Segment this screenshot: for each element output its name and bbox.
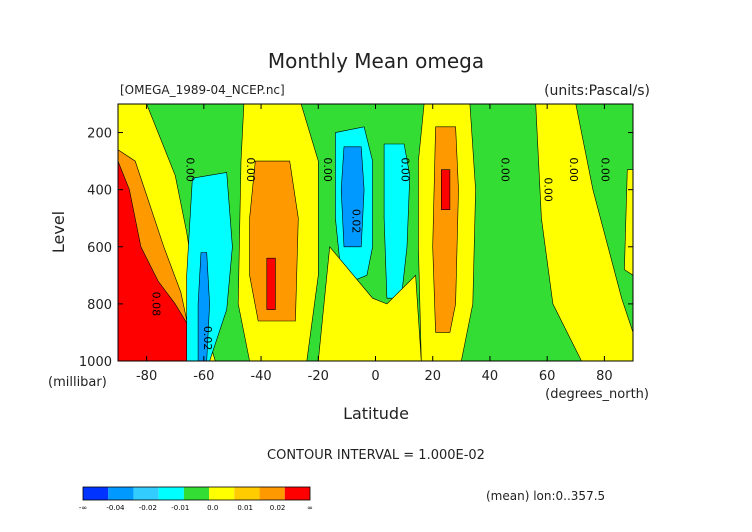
x-tick-label: -20 bbox=[308, 369, 329, 384]
contour-label: 0.00 bbox=[244, 157, 257, 182]
y-tick-label: 400 bbox=[87, 184, 112, 199]
x-axis-ticks: -80 -60 -40 -20 0 20 40 60 80 bbox=[136, 104, 613, 384]
y-axis-label: Level bbox=[49, 211, 68, 253]
colorbar-frame bbox=[82, 486, 311, 501]
x-tick-label: -80 bbox=[136, 369, 157, 384]
colorbar-swatch bbox=[108, 487, 134, 500]
colorbar-swatch bbox=[158, 487, 184, 500]
chart-title: Monthly Mean omega bbox=[268, 49, 484, 73]
colorbar-swatch bbox=[209, 487, 235, 500]
contour-label: 0.00 bbox=[398, 157, 411, 182]
contour-label: 0.00 bbox=[567, 157, 580, 182]
colorbar: -∞ -0.04 -0.02 -0.01 0.0 0.01 0.02 ∞ bbox=[79, 486, 313, 512]
colorbar-tick-label: -∞ bbox=[79, 504, 87, 512]
contour-label: 0.08 bbox=[149, 292, 162, 317]
x-tick-label: 0 bbox=[371, 369, 379, 384]
contour-label: 0.00 bbox=[541, 177, 554, 202]
x-axis-label: Latitude bbox=[343, 404, 409, 423]
colorbar-tick-label: -0.01 bbox=[171, 504, 189, 512]
region-orange-40s bbox=[249, 160, 299, 322]
region-cyan-equator-north bbox=[383, 143, 411, 299]
contour-label: 0.02 bbox=[201, 326, 214, 351]
region-red-20n bbox=[440, 169, 451, 210]
x-tick-label: -60 bbox=[193, 369, 214, 384]
colorbar-tick-label: -0.02 bbox=[139, 504, 157, 512]
region-orange-20n bbox=[432, 126, 459, 333]
colorbar-swatch bbox=[259, 487, 285, 500]
y-axis-ticks: 200 400 600 800 1000 bbox=[79, 127, 633, 370]
x-tick-label: 40 bbox=[482, 369, 499, 384]
y-tick-label: 200 bbox=[87, 127, 112, 142]
contour-label: 0.00 bbox=[184, 157, 197, 182]
x-tick-label: 60 bbox=[539, 369, 556, 384]
mean-longitude-text: (mean) lon:0..357.5 bbox=[486, 489, 605, 503]
colorbar-swatch bbox=[83, 487, 109, 500]
colorbar-tick-label: 0.02 bbox=[270, 504, 286, 512]
y-tick-label: 1000 bbox=[79, 355, 112, 370]
file-label: [OMEGA_1989-04_NCEP.nc] bbox=[120, 83, 285, 97]
colorbar-tick-label: 0.0 bbox=[207, 504, 218, 512]
region-red-40s bbox=[266, 257, 276, 310]
colorbar-tick-label: -0.04 bbox=[106, 504, 125, 512]
contour-label: 0.00 bbox=[599, 157, 612, 182]
colorbar-tick-label: ∞ bbox=[307, 504, 313, 512]
y-unit-label: (millibar) bbox=[48, 375, 107, 390]
units-label: (units:Pascal/s) bbox=[544, 83, 650, 99]
colorbar-swatch bbox=[183, 487, 210, 500]
contour-labels: 0.00 0.00 0.00 0.02 0.00 0.00 0.00 0.00 0.00 0.02… bbox=[149, 157, 611, 350]
contour-label: 0.02 bbox=[350, 209, 363, 234]
x-tick-label: -40 bbox=[250, 369, 271, 384]
contour-label: 0.00 bbox=[498, 157, 511, 182]
y-tick-label: 600 bbox=[87, 241, 112, 256]
y-tick-label: 800 bbox=[87, 298, 112, 313]
contour-interval-text: CONTOUR INTERVAL = 1.000E-02 bbox=[267, 448, 485, 463]
colorbar-swatch bbox=[133, 487, 159, 500]
colorbar-swatch bbox=[284, 487, 310, 500]
region-blue-tropics bbox=[340, 146, 365, 248]
x-unit-label: (degrees_north) bbox=[545, 387, 649, 402]
x-tick-label: 80 bbox=[596, 369, 613, 384]
x-tick-label: 20 bbox=[424, 369, 441, 384]
colorbar-swatch bbox=[234, 487, 260, 500]
plot-area bbox=[117, 103, 634, 362]
colorbar-tick-label: 0.01 bbox=[237, 504, 253, 512]
contour-label: 0.00 bbox=[321, 157, 334, 182]
